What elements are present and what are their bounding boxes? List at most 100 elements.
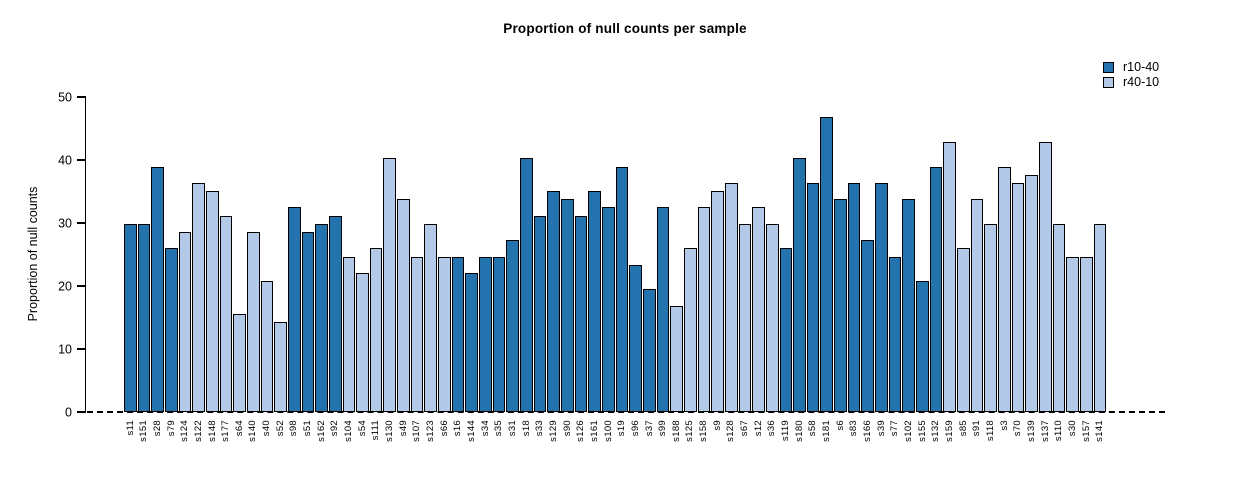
x-tick-label: s64 [233,420,245,437]
x-tick-label-cell: s111 [370,420,383,478]
x-tick-label: s139 [1025,420,1037,442]
x-tick-label-cell: s141 [1094,420,1107,478]
x-tick-label: s9 [711,420,723,431]
x-tick-label-cell: s119 [780,420,793,478]
x-tick-label: s177 [220,420,232,442]
x-tick-label: s162 [315,420,327,442]
bar-s64 [233,313,246,412]
x-tick-label-cell: s66 [438,420,451,478]
bar-s79 [164,248,178,412]
x-tick-label-cell: s181 [820,420,833,478]
x-tick-label-cell: s155 [916,420,929,478]
x-tick-label-cell: s180 [793,420,806,478]
x-tick-label: s181 [821,420,833,442]
bar-s129 [547,191,560,412]
x-tick-label: s19 [616,420,628,437]
x-tick-label: s107 [411,420,423,442]
x-tick-label-cell: s148 [206,420,219,478]
x-tick-label: s100 [602,420,614,442]
bar-s36 [765,223,779,412]
x-tick-label-cell: s28 [151,420,164,478]
bar-s11 [124,223,137,412]
x-tick-label: s130 [384,420,396,442]
x-tick-label-cell: s110 [1053,420,1066,478]
x-tick-label: s126 [575,420,587,442]
bar-s139 [1025,174,1038,412]
x-tick-label-cell: s157 [1080,420,1093,478]
x-tick-label: s129 [547,420,559,442]
y-tick-mark [77,285,86,287]
x-tick-label: s40 [261,420,273,437]
bar-s33 [533,215,547,412]
x-tick-label-cell: s139 [1025,420,1038,478]
bars-container [124,97,1107,412]
x-tick-label: s92 [329,420,341,437]
bar-s19 [615,166,629,412]
y-tick-label: 40 [58,152,72,167]
x-tick-label-cell: s85 [957,420,970,478]
x-tick-label: s79 [165,420,177,437]
legend: r10-40 r40-10 [1103,60,1159,90]
x-tick-label-cell: s92 [329,420,342,478]
bar-s30 [1066,256,1079,412]
bar-s122 [192,182,205,412]
x-tick-label-cell: s40 [261,420,274,478]
bar-s92 [328,215,342,412]
x-tick-label-cell: s161 [588,420,601,478]
x-tick-label-cell: s159 [943,420,956,478]
bar-s83 [847,182,861,412]
x-tick-label-cell: s12 [752,420,765,478]
x-tick-label: s39 [875,420,887,437]
x-tick-label-cell: s67 [739,420,752,478]
x-tick-label: s58 [807,420,819,437]
bar-s161 [588,191,601,412]
x-tick-label-cell: s18 [520,420,533,478]
bar-s119 [779,248,793,412]
bar-s151 [137,223,151,412]
x-tick-label: s37 [643,420,655,437]
bar-s16 [451,256,465,412]
bar-s110 [1052,223,1066,412]
bar-s70 [1011,182,1025,412]
x-tick-label-cell: s64 [233,420,246,478]
zero-baseline [87,411,1165,413]
x-tick-label-cell: s54 [356,420,369,478]
x-tick-label: s111 [370,420,382,441]
bar-s124 [178,232,192,412]
x-tick-label: s70 [1012,420,1024,437]
bar-s54 [356,272,369,412]
x-tick-label: s18 [520,420,532,437]
bar-s104 [342,256,356,412]
x-tick-label-cell: s129 [547,420,560,478]
x-tick-label-cell: s6 [834,420,847,478]
x-tick-label: s123 [425,420,437,442]
bar-s180 [793,158,806,412]
x-tick-label: s140 [247,420,259,442]
legend-item-r40-10: r40-10 [1103,75,1159,90]
y-tick-label: 0 [65,404,72,419]
x-tick-label-cell: s91 [971,420,984,478]
x-tick-label-cell: s79 [165,420,178,478]
x-tick-label-cell: s104 [343,420,356,478]
x-tick-label-cell: s125 [684,420,697,478]
x-tick-label: s12 [752,420,764,437]
x-tick-label-cell: s122 [192,420,205,478]
x-tick-label-cell: s140 [247,420,260,478]
bar-s177 [219,215,233,412]
x-tick-label-cell: s16 [452,420,465,478]
x-tick-label: s52 [274,420,286,437]
x-tick-label-cell: s128 [725,420,738,478]
x-tick-label: s104 [343,420,355,442]
x-tick-label: s166 [862,420,874,442]
bar-s90 [561,199,574,412]
bar-s159 [943,141,957,412]
bar-s158 [697,207,711,412]
x-tick-label-cell: s36 [766,420,779,478]
x-tick-label: s137 [1039,420,1051,442]
x-tick-label-cell: s132 [930,420,943,478]
x-tick-label: s157 [1080,420,1092,442]
x-tick-label: s119 [780,420,792,442]
x-tick-label-cell: s33 [534,420,547,478]
x-tick-label-cell: s77 [889,420,902,478]
x-tick-label: s180 [793,420,805,442]
